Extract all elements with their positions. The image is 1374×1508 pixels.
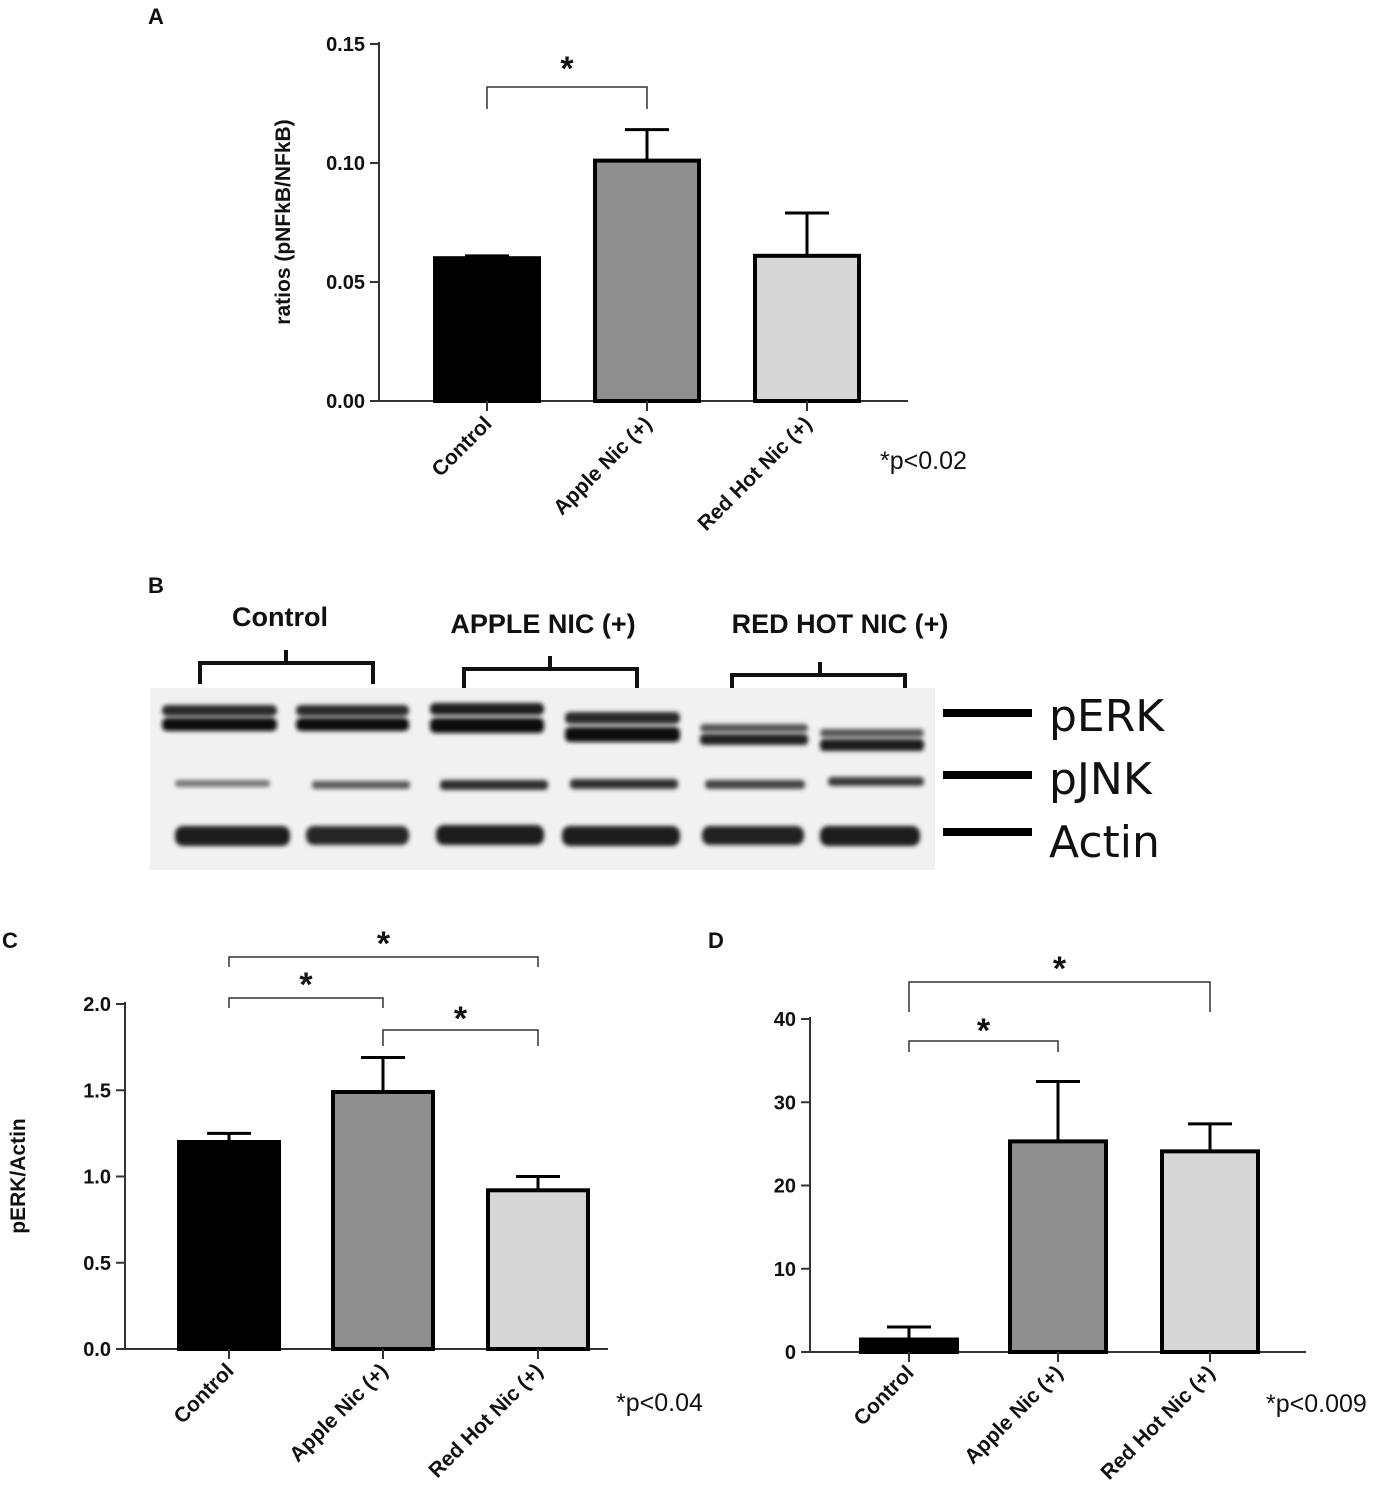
y-tick-label: 0.10 [326, 153, 365, 175]
y-tick-label: 20 [774, 1176, 796, 1198]
significance-bracket [486, 86, 648, 109]
bar [331, 1089, 435, 1351]
x-category-label: Control [427, 412, 496, 481]
blot-brace-control [198, 650, 375, 684]
bar [593, 158, 701, 403]
band-perk-lower [820, 739, 924, 751]
y-tick-label: 0.05 [326, 272, 365, 294]
y-axis-label: pERK/Actin [7, 1118, 30, 1234]
p-value-annotation: *p<0.009 [1266, 1390, 1367, 1418]
significance-bracket [908, 981, 1211, 1012]
bar [1008, 1139, 1108, 1354]
band-perk-lower [162, 718, 277, 731]
p-value-annotation: *p<0.04 [616, 1389, 703, 1417]
y-axis-label: ratios (pNFkB/NFkB) [272, 119, 295, 324]
significance-star: * [1053, 950, 1067, 988]
y-tick-label: 1.5 [83, 1080, 111, 1102]
blot-group-label-control: Control [232, 602, 328, 632]
band-actin [436, 825, 544, 845]
band-perk-lower [700, 734, 808, 745]
band-actin [820, 826, 920, 846]
chart-panel-a: 0.00 0.05 0.10 0.15 ratios (pNFkB/NFkB) Contr… [272, 34, 967, 535]
band-perk-lower [430, 718, 544, 733]
y-tick-label: 0.15 [326, 34, 365, 56]
band-perk-lower [296, 718, 409, 731]
bar [177, 1140, 281, 1351]
blot-group-label-apple: APPLE NIC (+) [450, 609, 635, 639]
y-tick-label: 30 [774, 1092, 796, 1114]
y-tick-label: 0.5 [83, 1253, 111, 1275]
panel-letter-d: D [708, 928, 724, 953]
band-actin [562, 826, 680, 846]
x-category-label: Control [849, 1361, 918, 1430]
blot-band-label-pjnk: pJNK [1049, 754, 1153, 805]
y-tick-label: 0.00 [326, 391, 365, 413]
band-pjnk [570, 779, 678, 789]
x-category-label: Control [169, 1359, 238, 1428]
significance-bracket [908, 1040, 1059, 1052]
blot-marker-pjnk [943, 771, 1032, 779]
blot-band-label-perk: pERK [1049, 691, 1165, 742]
blot-marker-actin [943, 828, 1032, 836]
chart-panel-d: 0 10 20 30 40 Control Apple Nic (+) Red Hot Nic… [774, 950, 1367, 1484]
blot-bands [162, 703, 924, 846]
x-category-label: Apple Nic (+) [549, 412, 656, 519]
bar [1160, 1149, 1260, 1355]
panel-letter-c: C [2, 928, 18, 953]
significance-star: * [454, 1000, 468, 1038]
bar [859, 1337, 959, 1354]
significance-star: * [560, 50, 574, 88]
significance-bracket [228, 956, 539, 967]
band-perk-upper [430, 703, 544, 715]
bar [753, 253, 861, 403]
x-category-label: Apple Nic (+) [285, 1359, 392, 1466]
y-tick-label: 1.0 [83, 1167, 111, 1189]
band-actin [306, 826, 409, 845]
band-perk-upper [296, 705, 409, 716]
blot-band-label-actin: Actin [1049, 817, 1160, 868]
chart-panel-c: 0.0 0.5 1.0 1.5 2.0 pERK/Actin Control Apple Ni… [7, 925, 703, 1482]
y-tick-label: 40 [774, 1009, 796, 1031]
x-category-label: Red Hot Nic (+) [1096, 1361, 1219, 1484]
significance-star: * [299, 966, 313, 1004]
y-tick-label: 0 [785, 1342, 796, 1364]
band-perk-upper [162, 705, 277, 716]
band-perk-upper [565, 712, 680, 724]
significance-star: * [977, 1012, 991, 1050]
band-actin [175, 826, 290, 846]
significance-star: * [377, 925, 391, 963]
p-value-annotation: *p<0.02 [880, 447, 967, 475]
blot-group-label-redhot: RED HOT NIC (+) [732, 609, 949, 639]
bar [433, 256, 541, 404]
band-pjnk [175, 780, 270, 787]
blot-marker-perk [943, 709, 1032, 717]
band-perk-lower [565, 727, 680, 742]
band-pjnk [828, 777, 924, 786]
y-tick-label: 0.0 [83, 1339, 111, 1361]
band-actin [702, 826, 804, 845]
x-category-label: Apple Nic (+) [960, 1361, 1067, 1468]
x-category-label: Red Hot Nic (+) [693, 412, 816, 535]
band-pjnk [705, 780, 805, 789]
x-category-label: Red Hot Nic (+) [424, 1359, 547, 1482]
panel-letter-a: A [148, 4, 164, 29]
blot-brace-apple [462, 656, 639, 690]
significance-bracket [382, 1029, 539, 1046]
y-tick-label: 2.0 [83, 994, 111, 1016]
y-tick-label: 10 [774, 1259, 796, 1281]
band-pjnk [312, 781, 410, 789]
band-perk-upper [700, 724, 808, 732]
panel-letter-b: B [148, 573, 164, 598]
bar [486, 1188, 590, 1352]
western-blot-panel: Control APPLE NIC (+) RED HOT NIC (+) [150, 602, 1165, 870]
significance-bracket [228, 997, 384, 1008]
band-pjnk [440, 780, 548, 790]
band-perk-upper [820, 729, 924, 737]
